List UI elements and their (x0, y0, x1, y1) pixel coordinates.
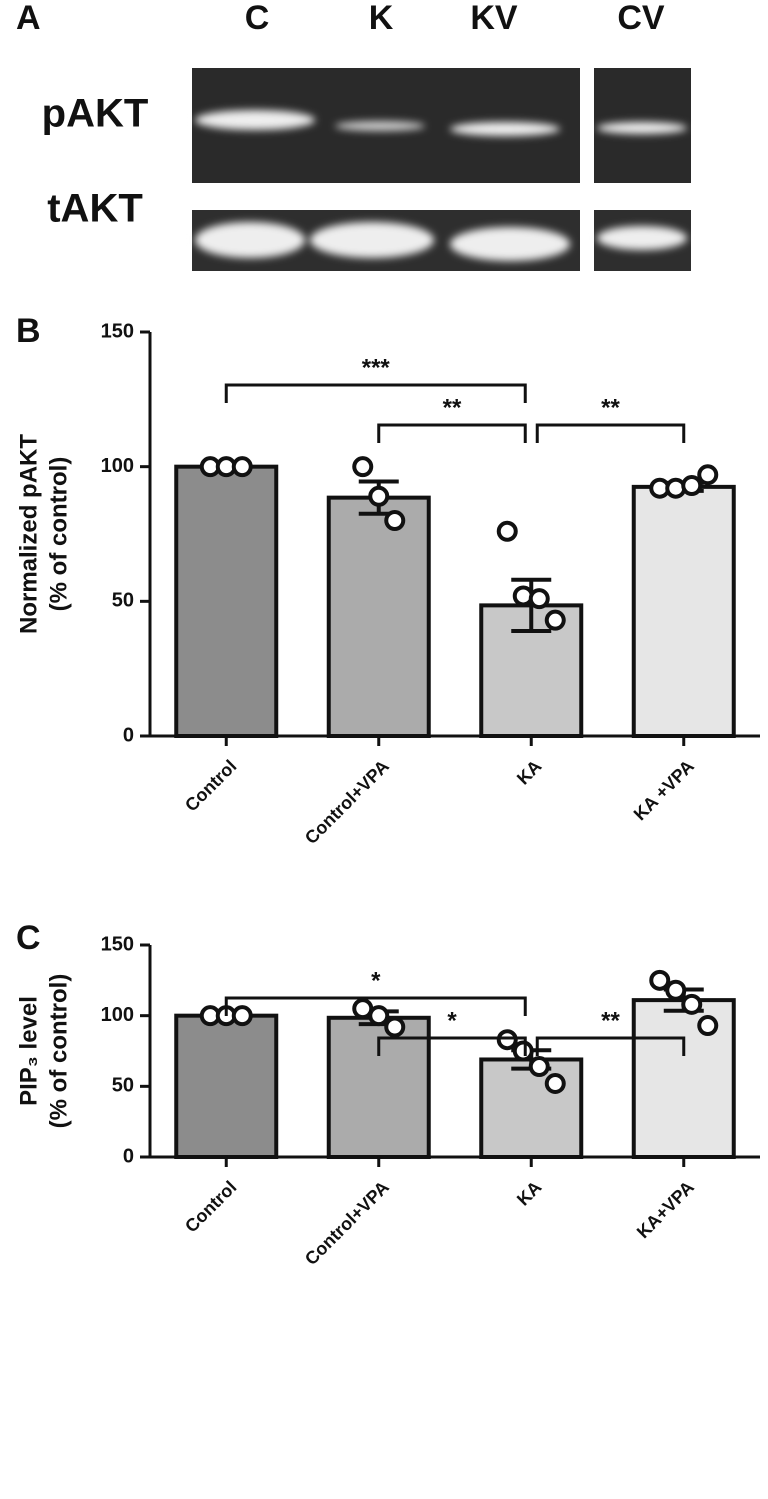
data-point (681, 475, 703, 497)
data-point (665, 979, 687, 1001)
panel-letter: A (16, 0, 41, 37)
y-tick-label: 0 (123, 724, 134, 746)
x-tick-label: KA+VPA (633, 1177, 698, 1242)
y-tick-label: 50 (112, 1075, 134, 1097)
data-point (697, 1015, 719, 1037)
bar (631, 998, 736, 1159)
y-tick-label: 150 (101, 933, 134, 955)
data-point (368, 485, 390, 507)
data-point (512, 1040, 534, 1062)
y-tick-label: 50 (112, 590, 134, 612)
y-tick-label: 150 (101, 320, 134, 342)
lane-label: K (369, 0, 394, 37)
blot-image (192, 68, 691, 271)
blot-row-label: tAKT (47, 187, 143, 231)
significance-label: ** (601, 1007, 620, 1034)
bar (174, 464, 279, 738)
significance-label: * (447, 1007, 457, 1034)
data-point (528, 588, 550, 610)
x-tick-label: KA (513, 756, 546, 789)
y-axis-label: PIP₃ level (15, 996, 42, 1106)
bracket-line (377, 423, 527, 443)
significance-bracket: ** (535, 394, 686, 443)
lane-label: C (245, 0, 270, 37)
blot-row-label: pAKT (42, 92, 149, 136)
data-point (384, 510, 406, 532)
bracket-line (224, 383, 527, 403)
bar (631, 484, 736, 738)
significance-label: *** (362, 354, 391, 381)
y-tick-label: 100 (101, 1004, 134, 1026)
significance-bracket: ** (535, 1007, 686, 1056)
significance-label: ** (443, 394, 462, 421)
data-point (231, 1005, 253, 1027)
data-point (697, 464, 719, 486)
y-axis-label: (% of control) (45, 974, 72, 1129)
x-tick-label: Control (181, 756, 240, 815)
data-point (384, 1016, 406, 1038)
significance-bracket: * (377, 1007, 527, 1056)
panel-letter: C (16, 919, 41, 957)
panel-letter: B (16, 312, 41, 350)
data-point (352, 456, 374, 478)
y-tick-label: 0 (123, 1145, 134, 1167)
significance-bracket: * (224, 967, 527, 1016)
significance-bracket: ** (377, 394, 527, 443)
x-tick-label: KA +VPA (630, 756, 698, 824)
bracket-line (535, 423, 686, 443)
bar (479, 1057, 584, 1159)
data-point (544, 1073, 566, 1095)
significance-label: * (371, 967, 381, 994)
significance-label: ** (601, 394, 620, 421)
bracket-line (377, 1036, 527, 1056)
x-tick-label: Control+VPA (301, 756, 393, 848)
y-tick-label: 100 (101, 455, 134, 477)
data-point (496, 1029, 518, 1051)
data-point (544, 609, 566, 631)
data-point (681, 993, 703, 1015)
significance-bracket: *** (224, 354, 527, 403)
data-point (368, 1005, 390, 1027)
data-point (649, 969, 671, 991)
data-point (231, 456, 253, 478)
x-tick-label: Control (181, 1177, 240, 1236)
y-axis-label: Normalized pAKT (15, 434, 42, 634)
bracket-line (535, 1036, 686, 1056)
data-point (496, 520, 518, 542)
bar (174, 1013, 279, 1160)
x-tick-label: KA (513, 1177, 546, 1210)
y-axis-label: (% of control) (45, 457, 72, 612)
bar (326, 495, 431, 739)
data-point (528, 1056, 550, 1078)
lane-label: CV (617, 0, 665, 37)
bracket-line (224, 996, 527, 1016)
x-tick-label: Control+VPA (301, 1177, 393, 1269)
lane-label: KV (470, 0, 518, 37)
